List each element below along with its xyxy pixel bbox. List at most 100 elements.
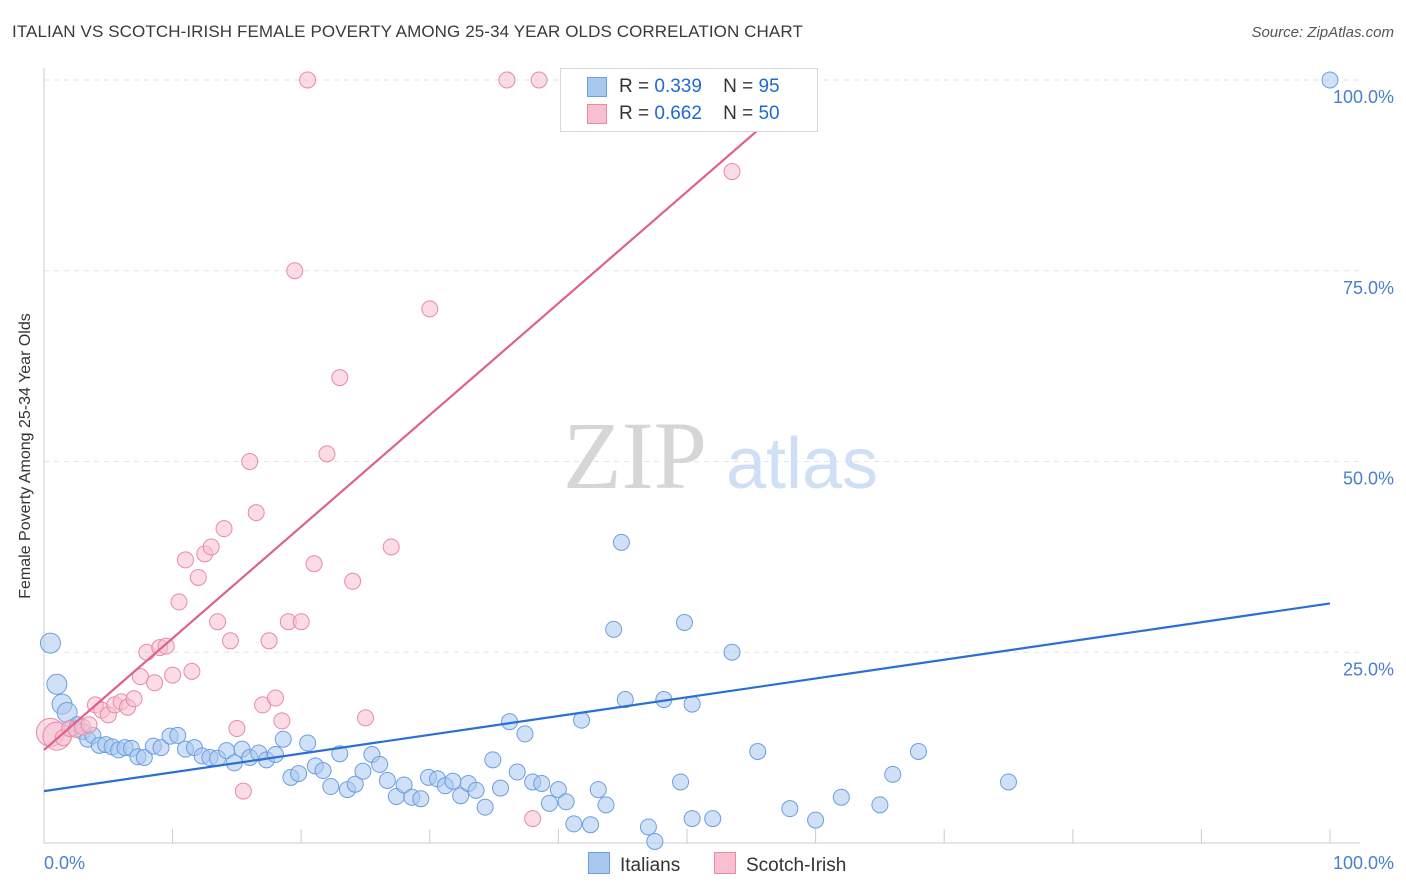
y-tick-label: 75.0% bbox=[1343, 278, 1394, 298]
italians-point bbox=[807, 811, 825, 829]
italians-point bbox=[322, 778, 340, 796]
italians-point bbox=[616, 691, 634, 709]
italians-point bbox=[452, 787, 470, 805]
italians-point bbox=[565, 815, 583, 833]
italians-point bbox=[46, 673, 68, 695]
bottom-legend-label-scotch-irish: Scotch-Irish bbox=[746, 855, 847, 876]
watermark-atlas: atlas bbox=[726, 424, 878, 504]
italians-point bbox=[516, 725, 534, 743]
scotch-irish-point bbox=[125, 690, 143, 708]
tick-labels: 25.0% 50.0% 75.0% 100.0% 0.0% 100.0% bbox=[44, 87, 1394, 873]
italians-point bbox=[589, 781, 607, 799]
italians-point bbox=[723, 643, 741, 661]
watermark: ZIP atlas bbox=[563, 402, 878, 509]
italians-point bbox=[135, 749, 153, 767]
italians-point bbox=[672, 773, 690, 791]
legend-scotch-n-value: 50 bbox=[758, 103, 780, 124]
y-tick-label: 100.0% bbox=[1333, 87, 1394, 107]
italians-point bbox=[492, 779, 510, 797]
source-label: Source: ZipAtlas.com bbox=[1251, 24, 1394, 41]
italians-point bbox=[378, 771, 396, 789]
italians-point bbox=[395, 776, 413, 794]
italians-trend-line bbox=[43, 602, 1331, 793]
italians-point bbox=[484, 751, 502, 769]
scotch-irish-point bbox=[266, 689, 284, 707]
legend-italians-r-value: 0.339 bbox=[654, 76, 702, 97]
italians-point bbox=[612, 533, 630, 551]
scotch-irish-point bbox=[183, 662, 201, 680]
scotch-irish-point bbox=[170, 593, 188, 611]
scotch-irish-point bbox=[421, 300, 439, 318]
italians-point bbox=[412, 790, 430, 808]
scotch-irish-point bbox=[260, 632, 278, 650]
scotch-irish-point bbox=[331, 369, 349, 387]
scotch-irish-point bbox=[382, 538, 400, 556]
bottom-legend-label-italians: Italians bbox=[620, 855, 681, 876]
italians-point bbox=[533, 774, 551, 792]
italians-point bbox=[749, 742, 767, 760]
italians-point bbox=[597, 796, 615, 814]
scotch-irish-point bbox=[273, 712, 291, 730]
legend-italians-n-label: N = bbox=[723, 76, 754, 97]
italians-point bbox=[169, 726, 187, 744]
scotch-irish-point bbox=[228, 720, 246, 738]
italians-point bbox=[346, 775, 364, 793]
scotch-irish-point bbox=[247, 504, 265, 522]
scotch-irish-point bbox=[131, 668, 149, 686]
italians-point bbox=[557, 793, 575, 811]
italians-point bbox=[331, 745, 349, 763]
x-tick-label: 100.0% bbox=[1333, 853, 1394, 873]
italians-point bbox=[39, 632, 61, 654]
italians-point bbox=[152, 739, 170, 757]
legend-scotch-n-label: N = bbox=[723, 103, 754, 124]
scotch-irish-point bbox=[189, 568, 207, 586]
scotch-irish-point bbox=[318, 445, 336, 463]
x-tick-label: 0.0% bbox=[44, 853, 85, 873]
italians-point bbox=[605, 620, 623, 638]
y-axis-label: Female Poverty Among 25-34 Year Olds bbox=[17, 313, 34, 599]
italians-point bbox=[266, 745, 284, 763]
scotch-irish-point bbox=[80, 716, 98, 734]
italians-point bbox=[549, 781, 567, 799]
scotch-irish-point bbox=[286, 262, 304, 280]
bottom-legend-scotch-irish[interactable]: Scotch-Irish bbox=[714, 852, 846, 877]
italians-point bbox=[582, 816, 600, 834]
bottom-legend-swatch-italians bbox=[588, 852, 610, 874]
legend-italians-n-value: 95 bbox=[758, 76, 780, 97]
scotch-irish-point bbox=[498, 71, 516, 89]
italians-point bbox=[508, 763, 526, 781]
scotch-irish-point bbox=[723, 163, 741, 181]
bottom-legend-italians[interactable]: Italians bbox=[588, 852, 680, 877]
trend-lines bbox=[43, 79, 1331, 793]
scotch-irish-point bbox=[357, 709, 374, 727]
italians-point bbox=[467, 781, 485, 799]
scotch-irish-point bbox=[202, 538, 220, 556]
italians-point bbox=[675, 613, 693, 631]
italians-point bbox=[476, 798, 494, 816]
italians-point bbox=[871, 796, 889, 814]
scotch-irish-point bbox=[524, 810, 542, 828]
italians-point bbox=[444, 772, 462, 790]
italians-point bbox=[909, 742, 927, 760]
italians-point bbox=[639, 818, 657, 836]
italians-point bbox=[290, 765, 308, 783]
italians-point bbox=[299, 734, 317, 752]
legend-swatch-italians bbox=[587, 77, 607, 97]
italians-point bbox=[683, 810, 701, 828]
gridlines bbox=[44, 79, 1360, 653]
italians-point bbox=[832, 788, 850, 806]
italians-point bbox=[1321, 71, 1339, 89]
italians-point bbox=[540, 794, 558, 812]
y-tick-label: 50.0% bbox=[1343, 469, 1394, 489]
scotch-irish-point bbox=[209, 613, 227, 631]
italians-point bbox=[274, 730, 292, 748]
italians-point bbox=[354, 762, 372, 780]
scotch-irish-point bbox=[234, 782, 252, 800]
scotch-irish-point bbox=[176, 551, 194, 569]
italians-point bbox=[646, 832, 664, 850]
y-tick-label: 25.0% bbox=[1343, 659, 1394, 679]
scotch-irish-point bbox=[146, 674, 164, 692]
bottom-legend-swatch-scotch-irish bbox=[714, 852, 736, 874]
italians-point bbox=[314, 762, 332, 780]
